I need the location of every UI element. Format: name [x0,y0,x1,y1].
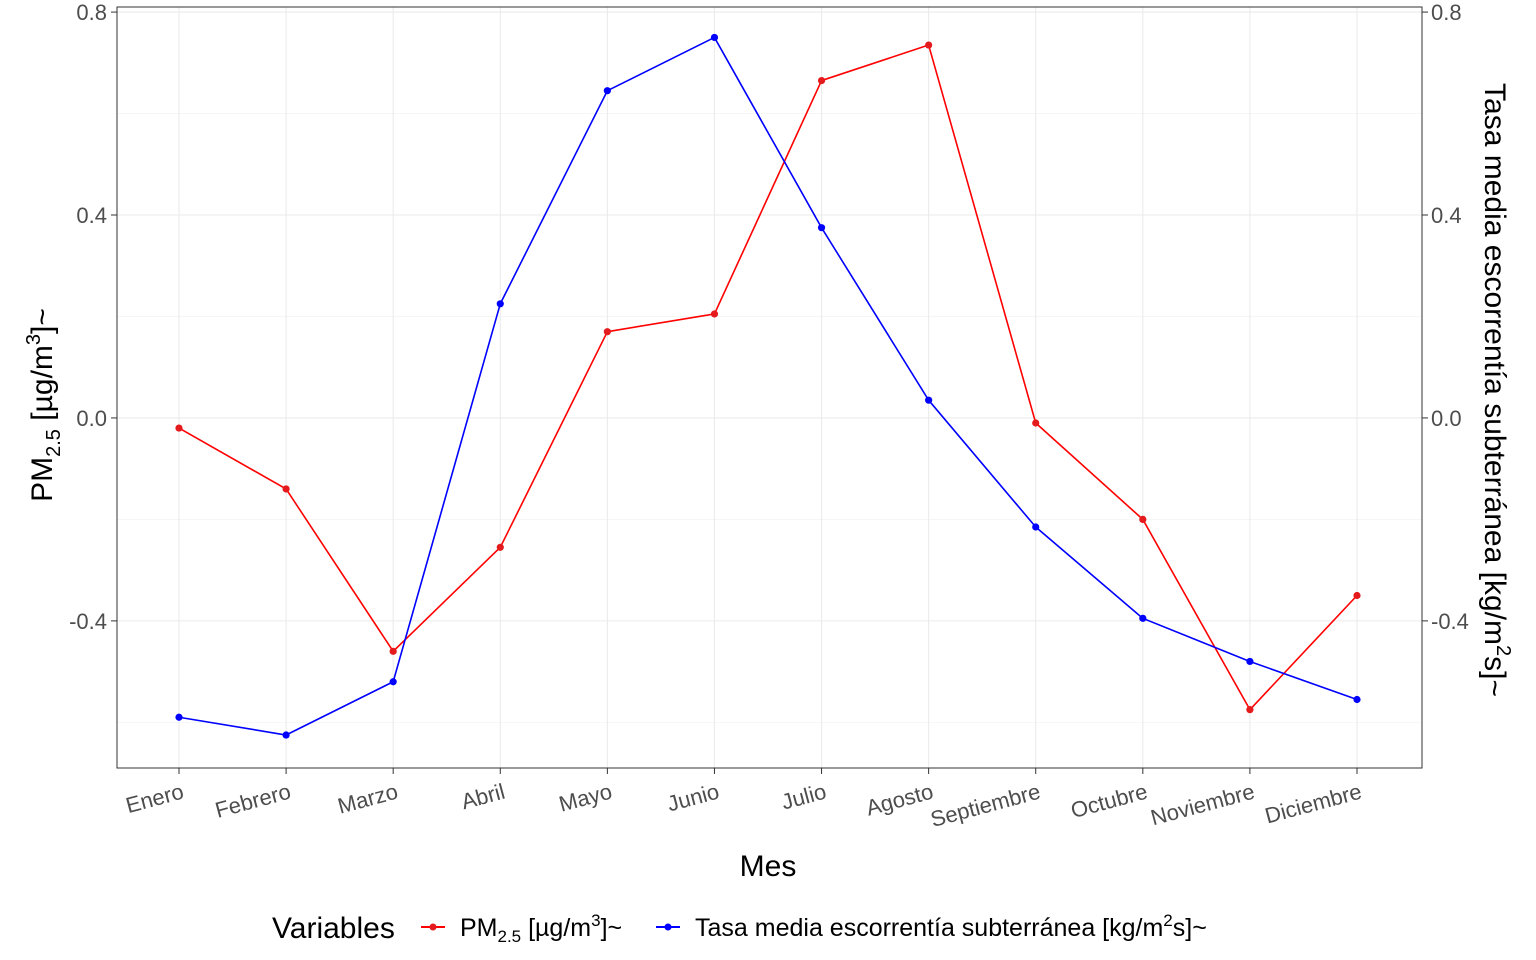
series-0 [175,41,1361,714]
y2-tick-label: 0.0 [1431,406,1462,431]
x-tick-label: Diciembre [1262,779,1364,829]
data-point [282,485,290,493]
data-point [817,224,826,232]
data-point [1246,657,1254,666]
data-point [817,76,826,85]
y2-tick-label: 0.8 [1431,0,1462,25]
x-tick-label: Junio [664,779,721,817]
data-point [282,731,290,739]
data-point [925,396,933,404]
y2-axis-title: Tasa media escorrentía subterránea [kg/m… [1478,83,1514,697]
x-tick-label: Agosto [863,779,936,821]
left-y-axis: -0.4 0.0 0.4 0.8 [69,0,117,634]
y-axis-title: PM2.5 [µg/m3]~ [23,308,65,502]
data-point [710,310,719,318]
data-point [496,300,504,308]
x-tick-label: Noviembre [1148,779,1257,831]
data-point [389,647,397,655]
y2-tick-label: 0.4 [1431,203,1462,228]
x-tick-label: Enero [123,779,186,818]
data-point [1246,706,1254,714]
data-point [1139,515,1147,524]
series-1 [175,33,1361,739]
y2-tick-label: -0.4 [1431,609,1469,634]
data-point [389,678,397,686]
x-tick-label: Mayo [556,779,614,817]
x-tick-label: Septiembre [928,779,1043,832]
legend-item-escorrentia: Tasa media escorrentía subterránea [kg/m… [656,911,1207,942]
data-point [175,713,183,721]
y-tick-label: -0.4 [69,609,107,634]
plot-panel-border [116,6,1423,769]
legend-key-point-pm25 [429,923,437,931]
series-line-0 [178,44,1358,711]
legend-key-point-escorrentia [664,923,672,931]
data-point [710,33,719,42]
y-tick-label: 0.0 [76,406,107,431]
x-tick-label: Abril [459,779,508,815]
right-y-axis: -0.4 0.0 0.4 0.8 [1422,0,1469,634]
y-tick-label: 0.8 [76,0,107,25]
data-point [1032,419,1040,427]
data-point [1353,695,1361,704]
data-point [603,87,611,95]
data-point [603,328,611,336]
legend-title: Variables [272,912,395,945]
data-point [1353,591,1361,600]
x-tick-label: Febrero [212,779,293,823]
x-axis: Enero Febrero Marzo Abril Mayo Junio Julio Agos… [123,768,1364,832]
y-tick-label: 0.4 [76,203,107,228]
legend-label-pm25: PM2.5 [µg/m3]~ [460,911,622,946]
data-point [1139,614,1147,622]
legend-item-pm25: PM2.5 [µg/m3]~ [421,911,622,946]
data-point [925,41,933,49]
legend-label-escorrentia: Tasa media escorrentía subterránea [kg/m… [695,911,1207,942]
legend: Variables PM2.5 [µg/m3]~ Tasa media esco… [272,911,1207,946]
series-line-1 [178,36,1358,736]
x-tick-label: Octubre [1068,779,1150,823]
data-point [175,424,183,432]
x-axis-title: Mes [740,850,797,883]
series-layer [175,33,1361,739]
data-point [496,543,504,551]
x-tick-label: Marzo [335,779,401,819]
grid-lines [117,7,1422,768]
x-tick-label: Julio [779,779,829,815]
data-point [1032,523,1040,531]
